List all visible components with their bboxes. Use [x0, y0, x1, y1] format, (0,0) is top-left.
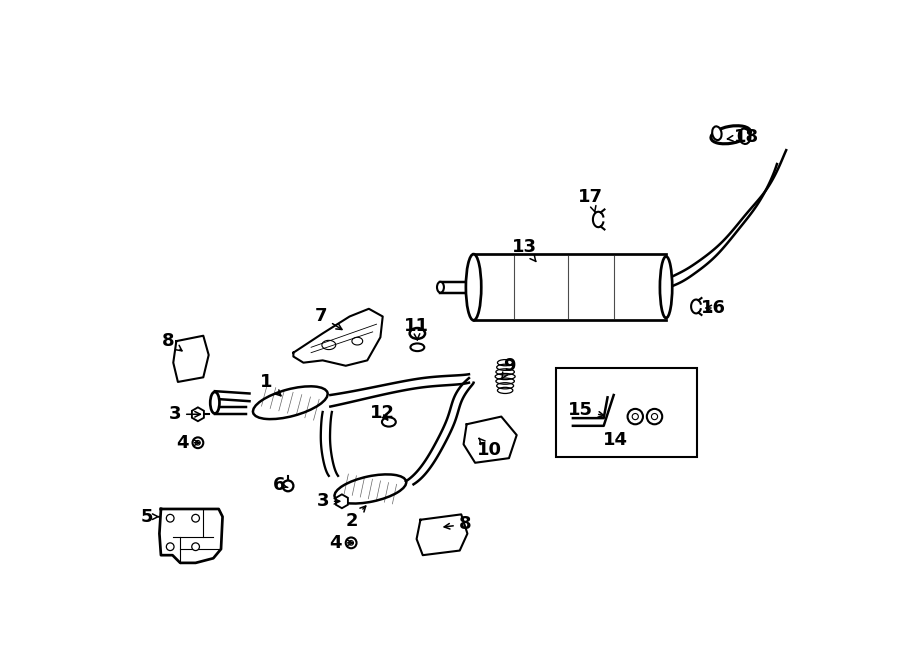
Text: 4: 4	[176, 434, 200, 451]
Text: 8: 8	[444, 516, 472, 533]
Bar	[556, 368, 697, 457]
Text: 15: 15	[568, 401, 604, 420]
Text: 13: 13	[512, 238, 537, 262]
Text: 3: 3	[168, 405, 201, 423]
Circle shape	[166, 514, 174, 522]
Text: 12: 12	[369, 404, 394, 422]
Text: 6: 6	[273, 476, 288, 494]
Text: 14: 14	[603, 431, 628, 449]
Ellipse shape	[410, 328, 425, 339]
Text: 16: 16	[701, 299, 726, 317]
Ellipse shape	[466, 254, 482, 321]
Ellipse shape	[712, 126, 722, 140]
Circle shape	[627, 409, 643, 424]
Text: 9: 9	[502, 357, 516, 378]
Text: 3: 3	[317, 492, 339, 510]
Text: 11: 11	[404, 317, 429, 340]
Circle shape	[193, 438, 203, 448]
Ellipse shape	[253, 386, 328, 419]
Ellipse shape	[335, 475, 406, 504]
Circle shape	[283, 481, 293, 491]
Text: 5: 5	[140, 508, 159, 525]
Text: 8: 8	[162, 332, 182, 351]
Ellipse shape	[410, 344, 424, 351]
Ellipse shape	[711, 126, 751, 144]
Text: 18: 18	[727, 128, 759, 146]
Text: 4: 4	[329, 534, 353, 552]
Circle shape	[346, 537, 356, 548]
Ellipse shape	[437, 282, 444, 293]
Ellipse shape	[382, 417, 396, 426]
Ellipse shape	[660, 256, 672, 318]
Text: 10: 10	[477, 438, 502, 459]
Ellipse shape	[739, 129, 751, 144]
Circle shape	[192, 543, 200, 551]
Circle shape	[166, 543, 174, 551]
Circle shape	[349, 541, 354, 545]
Circle shape	[652, 414, 658, 420]
Ellipse shape	[211, 392, 220, 414]
Circle shape	[647, 409, 662, 424]
Text: 1: 1	[260, 373, 281, 396]
Text: 2: 2	[346, 506, 365, 529]
Circle shape	[632, 414, 638, 420]
Circle shape	[195, 440, 200, 445]
Text: 17: 17	[578, 188, 603, 212]
Text: 7: 7	[315, 307, 342, 329]
Circle shape	[192, 514, 200, 522]
